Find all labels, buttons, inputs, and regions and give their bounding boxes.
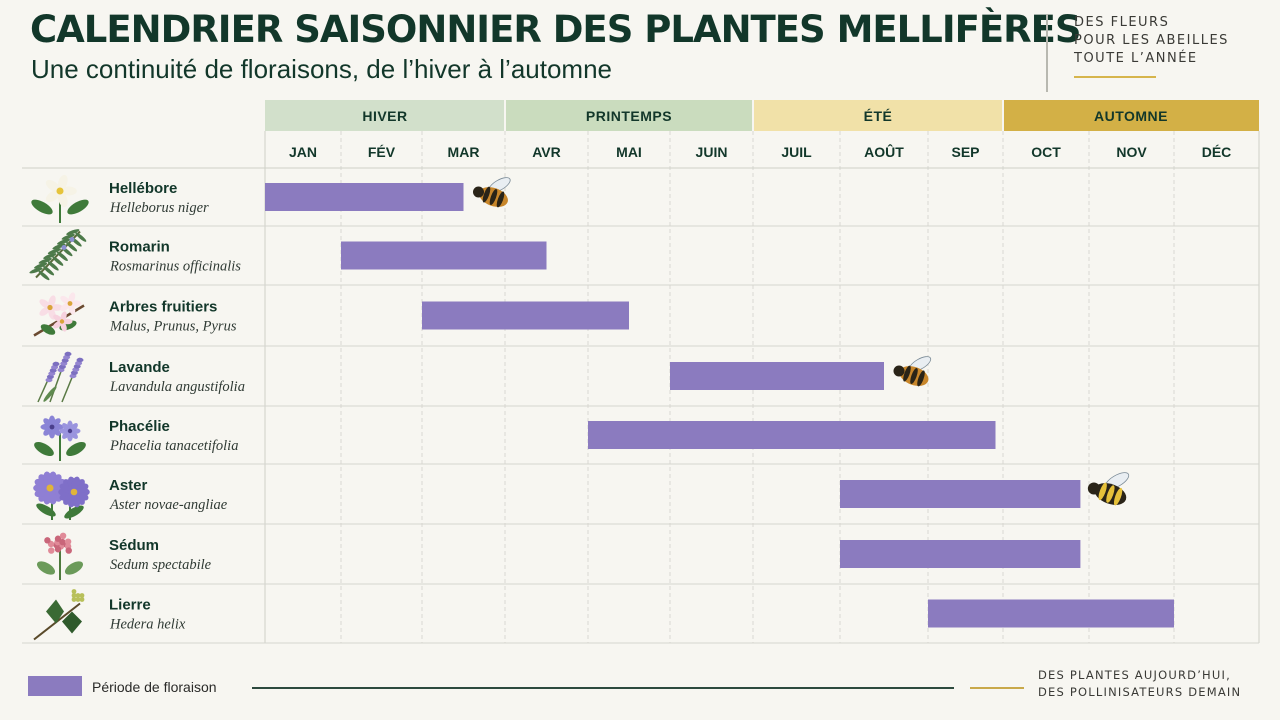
phacelia-icon [34, 415, 86, 461]
season-label: HIVER [362, 108, 407, 124]
month-tick-label: JAN [289, 144, 317, 160]
month-tick-label: OCT [1031, 144, 1061, 160]
plant-name: Phacélie [109, 418, 170, 435]
plant-latin-name: Sedum spectabile [110, 557, 212, 573]
footer-divider [252, 687, 954, 689]
plant-latin-name: Aster novae-angliae [109, 497, 228, 513]
tagline-line: TOUTE L’ANNÉE [1074, 51, 1198, 66]
footer-line: DES POLLINISATEURS DEMAIN [1038, 685, 1242, 699]
plant-latin-name: Lavandula angustifolia [109, 379, 245, 395]
tagline-line: DES FLEURS [1074, 15, 1170, 30]
season-band [1003, 100, 1259, 131]
bloom-bar [928, 599, 1174, 628]
month-tick-label: JUIN [696, 144, 728, 160]
legend-swatch [28, 676, 82, 696]
tagline: DES FLEURS POUR LES ABEILLES TOUTE L’ANN… [1074, 14, 1229, 68]
page-title: CALENDRIER SAISONNIER DES PLANTES MELLIF… [30, 8, 1082, 51]
plant-latin-name: Hedera helix [109, 617, 186, 633]
plant-name: Hellébore [109, 180, 177, 197]
season-label: ÉTÉ [864, 108, 893, 124]
legend-label: Période de floraison [92, 679, 217, 695]
month-tick-label: AVR [532, 144, 561, 160]
season-band [265, 100, 505, 131]
season-label: PRINTEMPS [586, 108, 672, 124]
tagline-line: POUR LES ABEILLES [1074, 33, 1229, 48]
season-band [753, 100, 1003, 131]
bumblebee-icon [1087, 472, 1130, 506]
bloom-bar [840, 540, 1081, 568]
lavender-icon [37, 351, 84, 403]
footer-line: DES PLANTES AUJOURD’HUI, [1038, 668, 1231, 682]
month-tick-label: FÉV [368, 144, 396, 160]
month-tick-label: DÉC [1202, 144, 1232, 160]
month-tick-label: NOV [1116, 144, 1147, 160]
bloom-bar [341, 241, 547, 270]
rosemary-icon [29, 229, 87, 281]
bloom-bar [840, 480, 1081, 508]
bloom-bar [670, 362, 884, 390]
plant-name: Romarin [109, 239, 170, 256]
month-tick-label: MAI [616, 144, 642, 160]
month-tick-label: AOÛT [864, 143, 904, 160]
month-tick-label: SEP [951, 144, 979, 160]
season-band [505, 100, 753, 131]
tagline-divider [1046, 14, 1048, 92]
plant-name: Lavande [109, 359, 170, 376]
plant-latin-name: Helleborus niger [109, 200, 209, 216]
footer-text: DES PLANTES AUJOURD’HUI, DES POLLINISATE… [1038, 667, 1241, 701]
hellebore-icon [31, 174, 89, 223]
plant-name: Aster [109, 477, 148, 494]
bloom-bar [265, 183, 464, 211]
bee-icon [473, 177, 511, 208]
season-label: AUTOMNE [1094, 108, 1168, 124]
sedum-icon [36, 532, 84, 580]
ivy-icon [33, 589, 85, 641]
month-tick-label: JUIL [781, 144, 812, 160]
page-subtitle: Une continuité de floraisons, de l’hiver… [31, 54, 613, 84]
tagline-accent [1074, 76, 1156, 78]
fruit-blossom-icon [33, 292, 85, 337]
bloom-bar [422, 301, 629, 330]
bee-icon [893, 356, 932, 387]
footer-accent [970, 687, 1024, 689]
plant-latin-name: Phacelia tanacetifolia [109, 438, 238, 454]
month-tick-label: MAR [448, 144, 480, 160]
aster-icon [33, 471, 90, 520]
plant-name: Sédum [109, 537, 159, 554]
plant-name: Arbres fruitiers [109, 299, 217, 316]
bloom-bar [588, 421, 996, 449]
plant-latin-name: Rosmarinus officinalis [109, 259, 241, 275]
plant-latin-name: Malus, Prunus, Pyrus [109, 319, 237, 335]
plant-name: Lierre [109, 597, 151, 614]
